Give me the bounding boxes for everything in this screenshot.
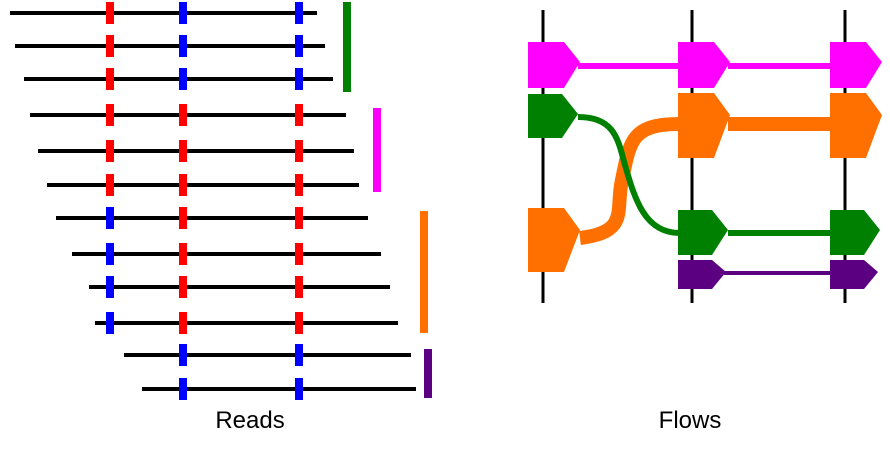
- variant-marker-blue: [179, 378, 187, 400]
- flow-edge-green-crossing: [577, 114, 681, 236]
- flow-node-orange: [528, 208, 580, 272]
- variant-marker-red: [295, 243, 303, 265]
- variant-marker-red: [106, 174, 114, 196]
- flow-node-orange: [830, 93, 882, 158]
- variant-marker-blue: [295, 68, 303, 90]
- flows-caption: Flows: [658, 407, 722, 434]
- variant-marker-blue: [295, 35, 303, 57]
- variant-marker-blue: [179, 35, 187, 57]
- variant-marker-blue: [179, 68, 187, 90]
- flow-edge-orange-crossing: [578, 117, 681, 245]
- flow-node-purple: [678, 260, 726, 289]
- variant-marker-blue: [295, 344, 303, 366]
- variant-marker-red: [179, 174, 187, 196]
- read-group-bracket-purple: [424, 349, 432, 398]
- variant-marker-red: [106, 140, 114, 162]
- variant-marker-red: [179, 243, 187, 265]
- flow-node-purple: [830, 260, 878, 289]
- variant-marker-blue: [295, 378, 303, 400]
- variant-marker-red: [106, 68, 114, 90]
- variant-marker-blue: [106, 276, 114, 298]
- flow-node-magenta: [678, 42, 730, 88]
- read-group-bracket-green: [343, 2, 351, 92]
- flows-panel: [528, 10, 882, 303]
- variant-marker-red: [106, 104, 114, 126]
- variant-marker-blue: [106, 207, 114, 229]
- variant-marker-blue: [106, 243, 114, 265]
- flow-node-orange: [678, 93, 730, 158]
- variant-marker-blue: [179, 2, 187, 24]
- flow-node-magenta: [528, 42, 580, 88]
- variant-marker-red: [179, 207, 187, 229]
- read-group-bracket-orange: [420, 211, 428, 333]
- variant-marker-red: [106, 35, 114, 57]
- variant-marker-blue: [295, 2, 303, 24]
- variant-marker-red: [179, 140, 187, 162]
- variant-marker-red: [179, 276, 187, 298]
- flow-node-green: [528, 94, 578, 138]
- variant-marker-red: [106, 2, 114, 24]
- variant-marker-red: [295, 207, 303, 229]
- variant-marker-red: [295, 104, 303, 126]
- reads-caption: Reads: [215, 407, 285, 434]
- variant-marker-red: [295, 140, 303, 162]
- variant-marker-blue: [179, 344, 187, 366]
- variant-marker-red: [179, 104, 187, 126]
- variant-marker-blue: [106, 312, 114, 334]
- reads-panel: [10, 2, 432, 400]
- variant-marker-red: [295, 312, 303, 334]
- variant-marker-red: [179, 312, 187, 334]
- variant-marker-red: [295, 174, 303, 196]
- flow-node-magenta: [830, 42, 882, 88]
- flow-node-green: [830, 210, 880, 255]
- read-group-bracket-magenta: [373, 108, 381, 192]
- variant-marker-red: [295, 276, 303, 298]
- flow-node-green: [678, 210, 728, 255]
